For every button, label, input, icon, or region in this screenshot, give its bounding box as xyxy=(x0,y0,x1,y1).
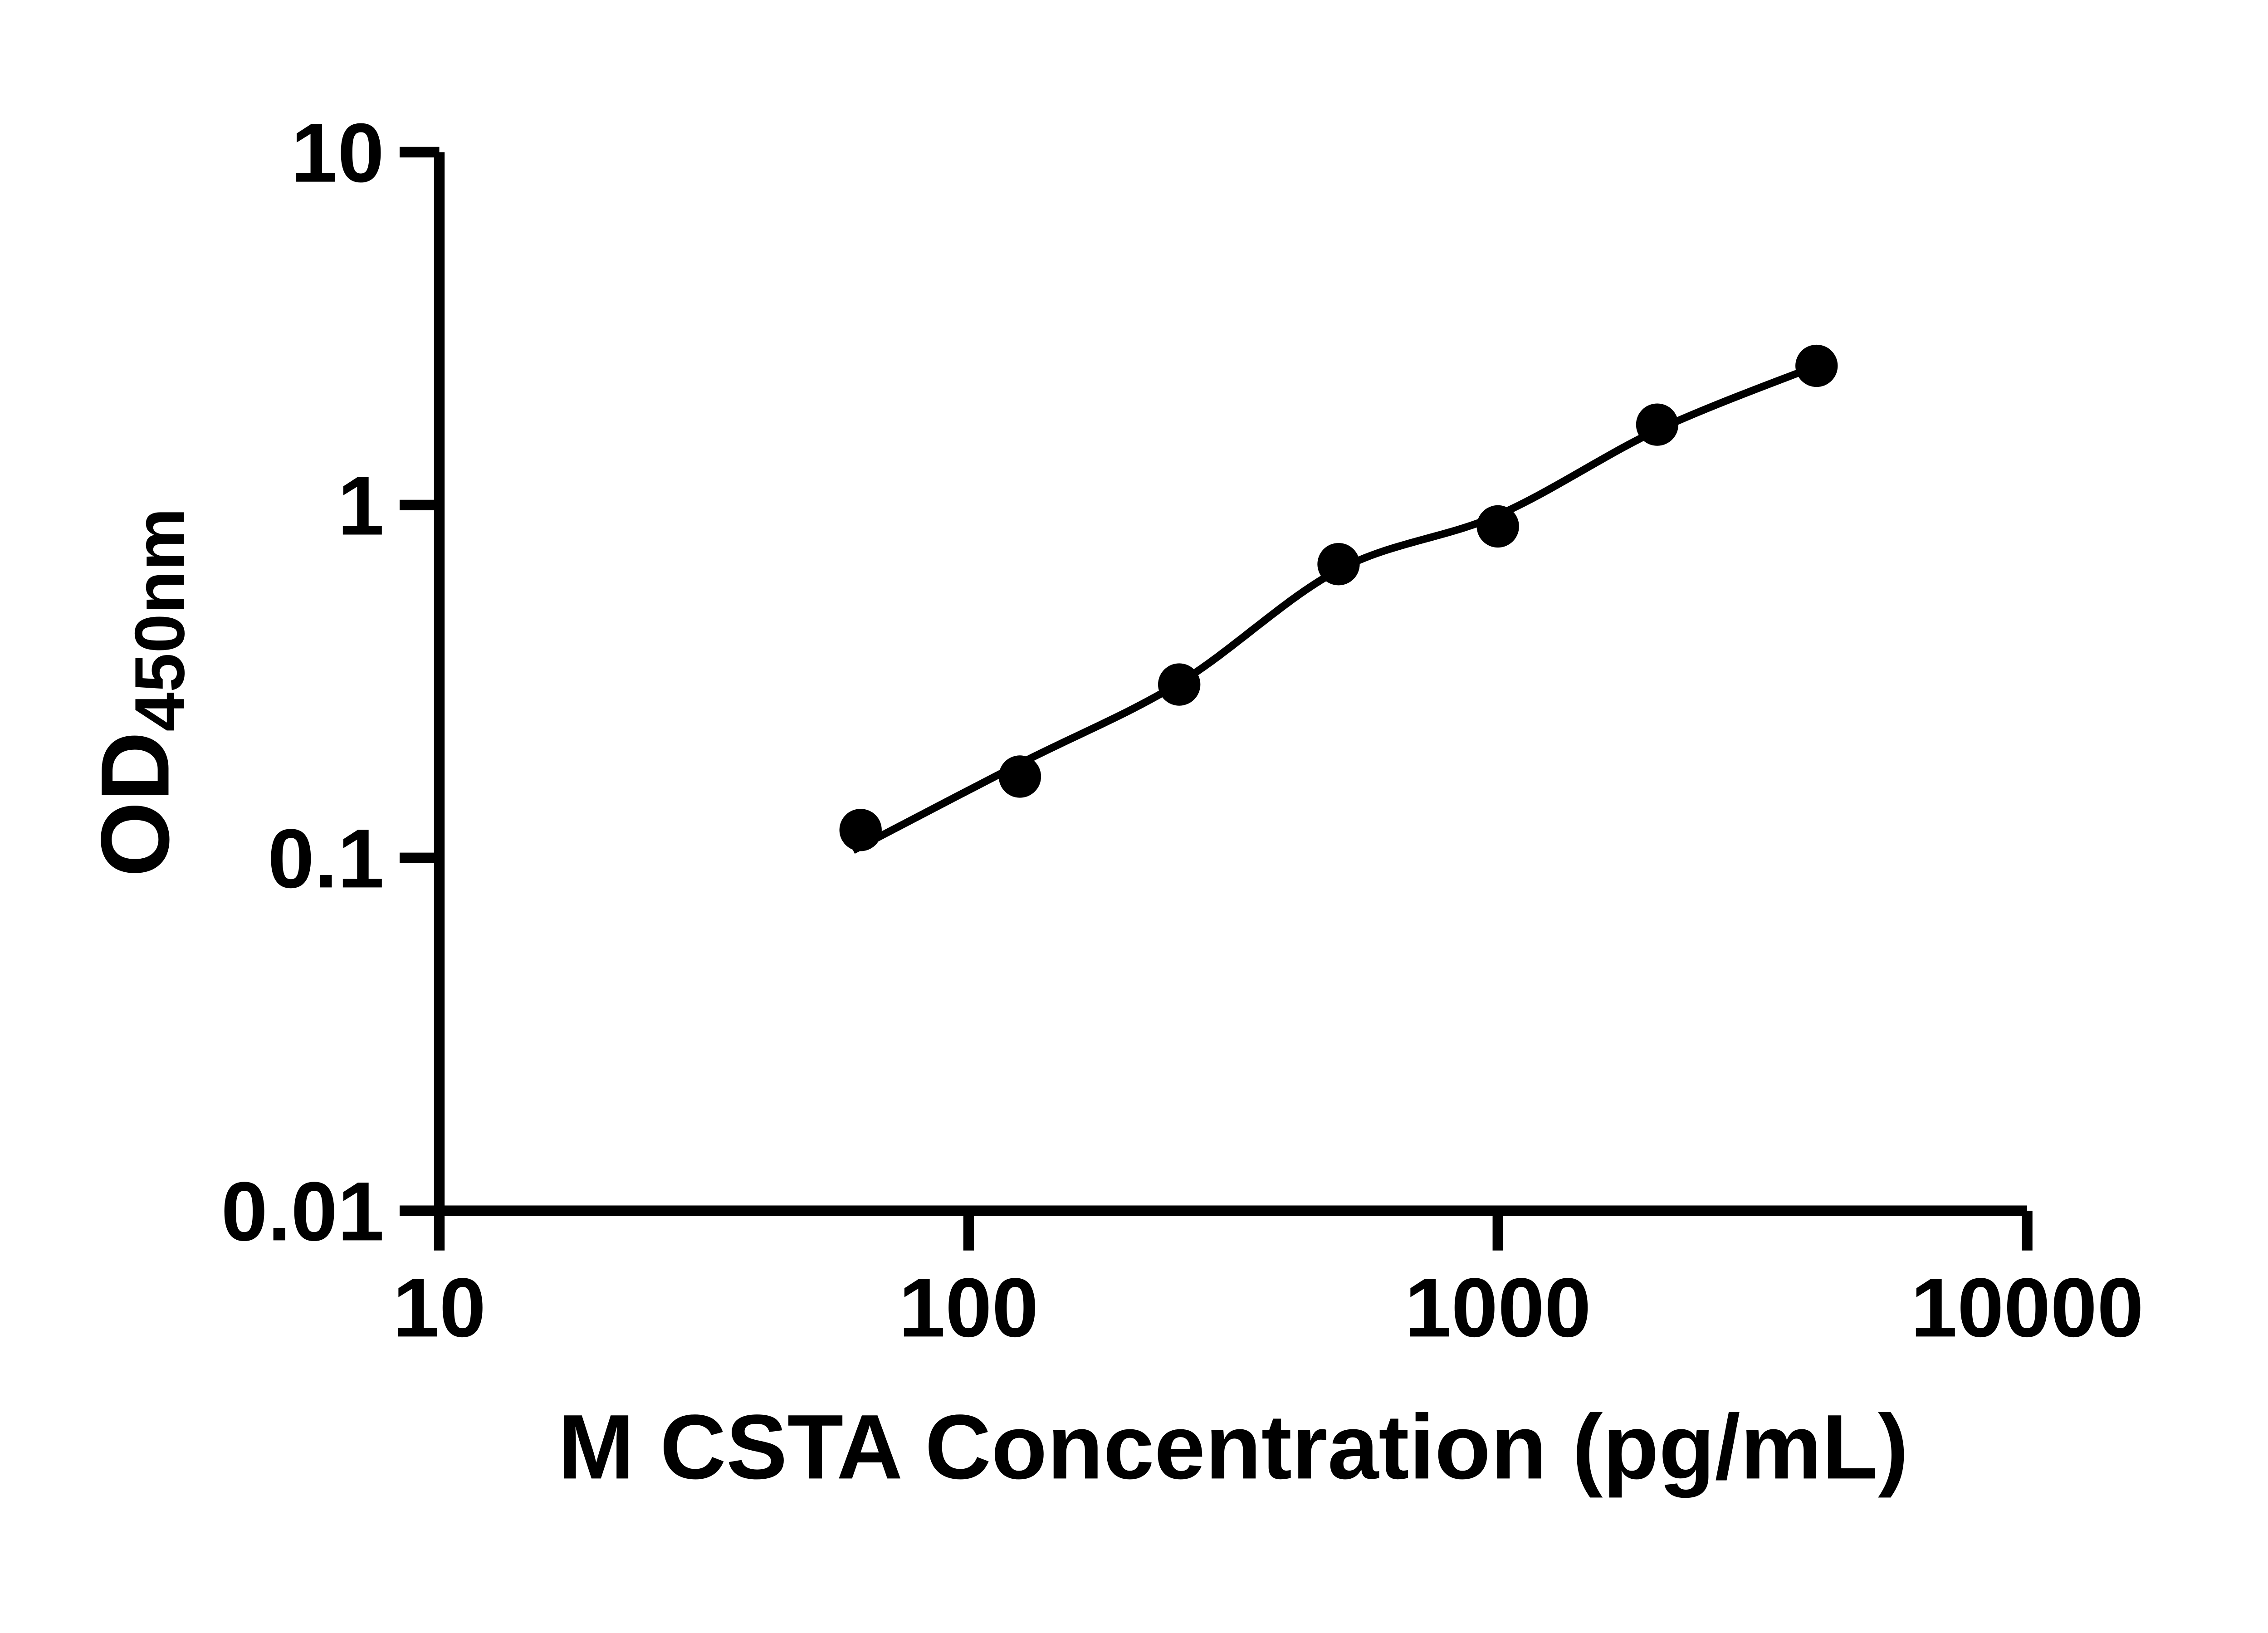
data-point-marker xyxy=(998,755,1041,798)
data-point-marker xyxy=(1317,543,1360,586)
elisa-standard-curve-figure: 10 100 1000 10000 10 1 0.1 0.01 M CSTA Concentr… xyxy=(81,106,2144,1498)
data-point-marker xyxy=(1158,663,1201,706)
y-tick-label: 1 xyxy=(337,460,384,553)
data-point-marker xyxy=(839,809,882,851)
x-tick-label: 1000 xyxy=(1405,1261,1591,1354)
data-point-marker xyxy=(1795,344,1838,387)
x-axis-title: M CSTA Concentration (pg/mL) xyxy=(558,1395,1908,1498)
y-axis-title-subscript: 450nm xyxy=(120,508,199,732)
y-tick-label: 0.1 xyxy=(268,812,384,905)
y-tick-label: 10 xyxy=(291,107,384,200)
x-tick-label: 100 xyxy=(899,1261,1038,1354)
y-axis-title-main: OD xyxy=(81,732,189,877)
data-point-marker xyxy=(1636,403,1679,446)
x-tick-label: 10 xyxy=(393,1261,486,1354)
y-tick-label: 0.01 xyxy=(221,1165,384,1258)
standard-curve-plot: 10 100 1000 10000 10 1 0.1 0.01 M CSTA Concentr… xyxy=(81,106,2144,1498)
plot-area: 10 100 1000 10000 10 1 0.1 0.01 xyxy=(221,107,2144,1355)
y-axis-title: OD450nm xyxy=(81,508,199,877)
data-point-marker xyxy=(1476,505,1519,548)
x-tick-label: 10000 xyxy=(1911,1261,2144,1354)
